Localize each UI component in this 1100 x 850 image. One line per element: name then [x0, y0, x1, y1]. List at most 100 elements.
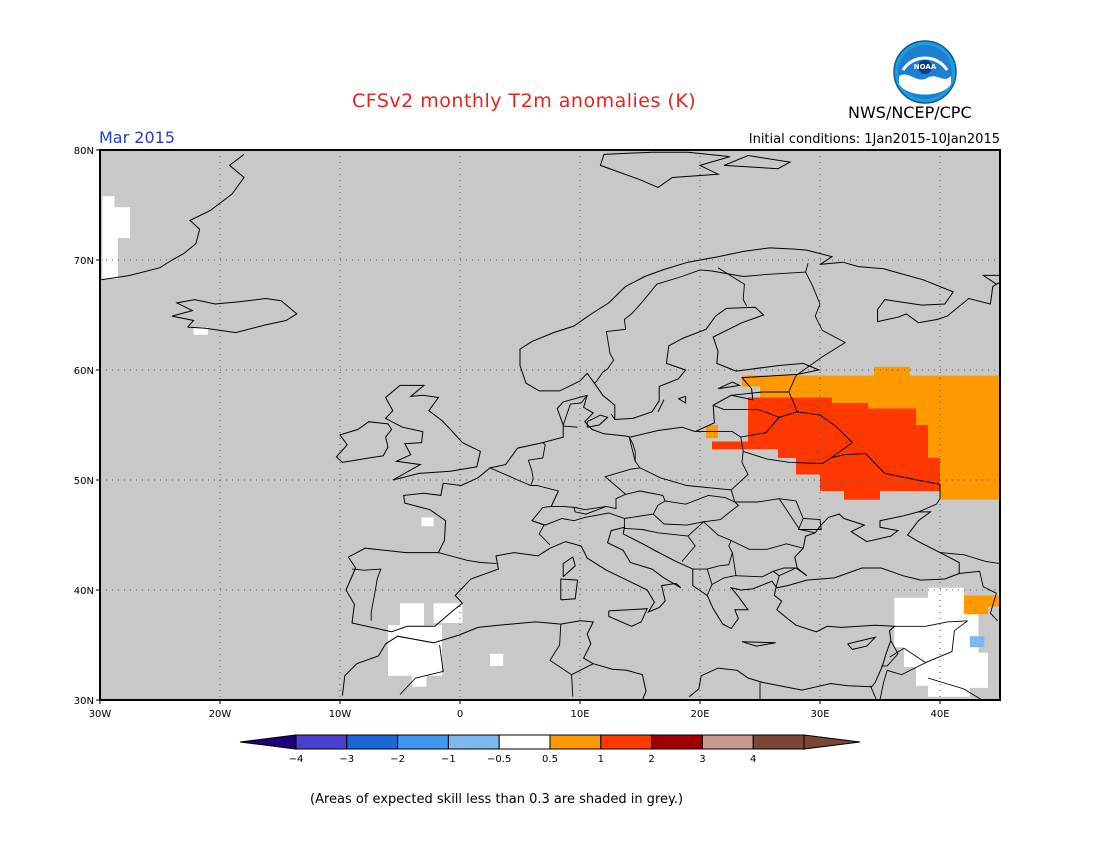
country-border: [550, 436, 641, 511]
country-border: [549, 624, 572, 676]
country-border: [797, 411, 854, 459]
warm-anomaly-region-orange: [964, 595, 1000, 615]
coastline: [741, 641, 776, 647]
country-border: [573, 505, 607, 515]
low-skill-region: [388, 625, 442, 687]
coastline: [688, 588, 896, 698]
lat-tick-label: 50N: [74, 476, 94, 487]
colorbar-label: 3: [699, 754, 705, 765]
map-frame: [99, 149, 1001, 701]
coastline: [562, 556, 576, 578]
colorbar-bin: [397, 734, 449, 750]
country-border: [399, 644, 444, 695]
colorbar-label: −0.5: [487, 754, 511, 765]
colorbar-label: −3: [339, 754, 354, 765]
colorbar-max-arrow: [803, 734, 861, 750]
low-skill-region: [433, 603, 463, 623]
country-border: [711, 575, 735, 585]
coastline: [183, 154, 245, 254]
coastline: [723, 154, 792, 170]
country-border: [624, 527, 689, 537]
country-border: [795, 263, 847, 376]
country-border: [610, 413, 616, 420]
country-border: [692, 568, 713, 596]
country-border: [778, 498, 816, 534]
country-border: [351, 568, 382, 621]
noaa-logo: NOAA: [893, 40, 957, 104]
coastline: [847, 636, 877, 650]
colorbar-label: 0.5: [542, 754, 558, 765]
lon-tick-label: 20W: [209, 709, 232, 720]
colorbar-label: −4: [289, 754, 304, 765]
country-border: [702, 501, 796, 578]
country-border: [438, 552, 499, 565]
forecast-period: Mar 2015: [99, 128, 175, 147]
low-skill-region: [400, 603, 424, 629]
noaa-logo-text: NOAA: [914, 63, 937, 71]
lon-tick-label: 30E: [810, 709, 829, 720]
country-border: [894, 620, 968, 627]
lat-tick-label: 70N: [74, 256, 94, 267]
lon-tick-label: 0: [457, 709, 463, 720]
country-border: [628, 436, 636, 462]
low-skill-region: [421, 517, 434, 527]
lat-tick-label: 40N: [74, 586, 94, 597]
coastline: [335, 421, 393, 463]
country-border: [717, 267, 748, 307]
country-border: [889, 620, 968, 664]
lat-tick-label: 60N: [74, 366, 94, 377]
colorbar-bin: [498, 734, 551, 750]
colorbar-min-arrow: [239, 734, 297, 750]
lon-tick-label: 10W: [329, 709, 352, 720]
colorbar-bin: [600, 734, 653, 750]
lat-tick-label: 80N: [74, 146, 94, 157]
warm-anomaly-region-red: [712, 397, 940, 500]
country-border: [989, 593, 998, 622]
initial-conditions: Initial conditions: 1Jan2015-10Jan2015: [748, 132, 1000, 147]
colorbar-label: −2: [390, 754, 405, 765]
country-border: [879, 662, 926, 700]
coastline: [560, 578, 579, 601]
skill-footnote: (Areas of expected skill less than 0.3 a…: [310, 792, 684, 807]
low-skill-region: [894, 587, 988, 697]
colorbar-label: 1: [598, 754, 604, 765]
country-border: [531, 512, 625, 529]
colorbar-bin: [346, 734, 399, 750]
country-border: [939, 552, 1000, 565]
colorbar-bin: [651, 734, 703, 750]
colorbar: −4 −3 −2 −1 −0.5 0.5 1 2 3 4: [239, 734, 861, 765]
coastline: [657, 399, 665, 413]
lon-tick-label: 30W: [89, 709, 112, 720]
coastline: [384, 384, 481, 481]
country-border: [927, 677, 983, 700]
coastline: [101, 252, 185, 281]
country-border: [594, 269, 701, 384]
colorbar-label: 2: [648, 754, 654, 765]
country-border: [881, 640, 899, 667]
country-border: [869, 685, 877, 700]
colorbar-label: 4: [750, 754, 756, 765]
lat-tick-label: 30N: [74, 696, 94, 707]
agency-label: NWS/NCEP/CPC: [848, 103, 972, 122]
lon-tick-label: 10E: [570, 709, 589, 720]
coastline: [599, 151, 731, 188]
country-border: [563, 425, 578, 428]
country-border: [707, 552, 733, 570]
country-border: [562, 395, 588, 426]
low-skill-region: [193, 327, 208, 335]
country-border: [743, 450, 941, 513]
low-skill-region: [490, 653, 504, 666]
country-border: [731, 540, 804, 550]
country-border: [779, 567, 808, 577]
coastline: [171, 297, 298, 334]
colorbar-bin: [752, 734, 805, 750]
cool-anomaly-region: [970, 636, 985, 648]
country-border: [713, 404, 780, 418]
t2m-anomaly-map: 30W 20W 10W 0 10E 20E 30E 40E 30N 40N 50N 60N 70N 80N: [74, 146, 1001, 720]
coastline: [794, 511, 960, 577]
low-skill-region: [102, 196, 130, 279]
coastline: [391, 526, 960, 633]
coastline: [717, 381, 742, 390]
lon-tick-label: 20E: [690, 709, 709, 720]
colorbar-bin: [549, 734, 602, 750]
